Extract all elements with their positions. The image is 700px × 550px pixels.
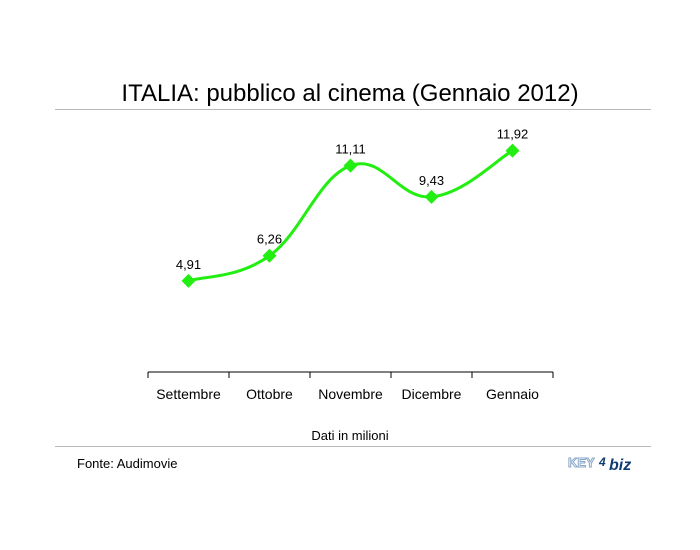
title-divider — [55, 109, 651, 110]
logo-four: 4 — [598, 455, 606, 469]
data-point-marker — [343, 158, 358, 173]
data-value-label: 11,92 — [497, 127, 529, 142]
data-value-label: 11,11 — [335, 142, 366, 157]
x-tick-label: Gennaio — [486, 386, 539, 402]
logo-biz: biz — [609, 457, 631, 474]
data-point-marker — [424, 189, 439, 204]
footer-divider — [55, 446, 651, 447]
key4biz-logo: KEY 4 biz — [568, 455, 632, 475]
logo-key: KEY — [568, 455, 595, 470]
data-point-marker — [181, 273, 196, 288]
x-axis: Settembre Ottobre Novembre Dicembre Gennaio — [147, 371, 554, 402]
source-label: Fonte: Audimovie — [77, 456, 178, 471]
x-tick-label: Settembre — [156, 386, 221, 402]
x-tick-label: Ottobre — [246, 386, 293, 402]
data-value-label: 4,91 — [176, 257, 201, 272]
data-point-marker — [505, 143, 520, 158]
x-tick-label: Dicembre — [402, 386, 462, 402]
data-value-label: 6,26 — [257, 232, 282, 247]
x-tick-label: Novembre — [318, 386, 383, 402]
chart-title: ITALIA: pubblico al cinema (Gennaio 2012… — [121, 80, 579, 107]
data-point-marker — [262, 248, 277, 263]
data-value-label: 9,43 — [419, 173, 444, 188]
axis-note: Dati in milioni — [311, 428, 389, 443]
